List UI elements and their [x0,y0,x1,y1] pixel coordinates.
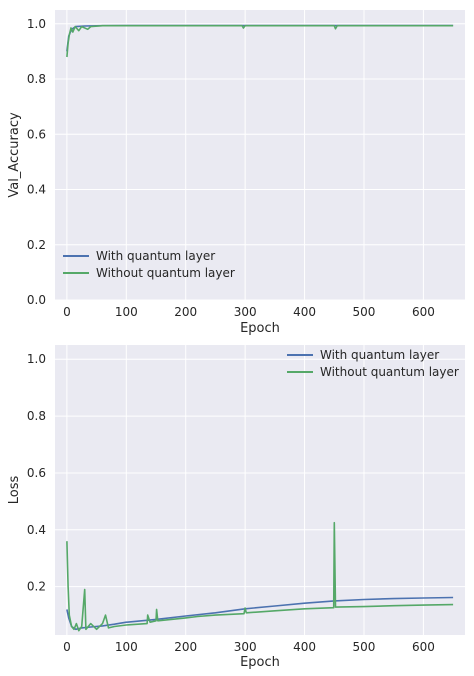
y-tick-label: 0.0 [27,293,46,307]
legend-label: With quantum layer [96,249,215,263]
y-tick-label: 0.8 [27,409,46,423]
x-tick-label: 0 [63,305,71,319]
series-line-with-quantum [66,596,454,631]
series-line-without-quantum [66,521,454,632]
x-tick-label: 0 [63,640,71,654]
x-tick-label: 600 [412,305,435,319]
y-tick-label: 1.0 [27,352,46,366]
x-tick-label: 300 [234,305,257,319]
y-tick-label: 0.6 [27,127,46,141]
chart-panel-2: 0 100 200 300 400 500 600 0.2 0.4 0.6 0.8 1.0 Epoch L… [7,345,465,670]
y-tick-label: 0.4 [27,183,46,197]
x-tick-label: 100 [115,640,138,654]
y-tick-label: 0.2 [27,238,46,252]
x-axis-label: Epoch [240,321,280,336]
chart-panel-1: 0 100 200 300 400 500 600 0.0 0.2 0.4 0.6 0.8 1.0 Epo… [7,10,465,336]
legend-label: With quantum layer [320,348,439,362]
legend: With quantum layer Without quantum layer [287,348,459,379]
legend: With quantum layer Without quantum layer [63,249,235,280]
x-tick-label: 100 [115,305,138,319]
y-tick-label: 0.2 [27,580,46,594]
x-tick-label: 200 [174,640,197,654]
y-axis-label: Val_Accuracy [7,112,22,198]
legend-label: Without quantum layer [96,266,235,280]
x-tick-label: 400 [293,305,316,319]
x-tick-label: 400 [293,640,316,654]
plot-area [55,10,465,300]
x-tick-label: 500 [353,640,376,654]
plot-area [55,345,465,635]
legend-label: Without quantum layer [320,365,459,379]
x-tick-label: 300 [234,640,257,654]
x-tick-label: 200 [174,305,197,319]
y-tick-label: 0.6 [27,466,46,480]
y-axis-label: Loss [7,476,22,505]
y-tick-label: 0.8 [27,72,46,86]
x-tick-label: 600 [412,640,435,654]
x-axis-label: Epoch [240,655,280,670]
y-tick-label: 0.4 [27,523,46,537]
y-tick-label: 1.0 [27,17,46,31]
x-tick-label: 500 [353,305,376,319]
series-line-without-quantum [66,24,454,58]
